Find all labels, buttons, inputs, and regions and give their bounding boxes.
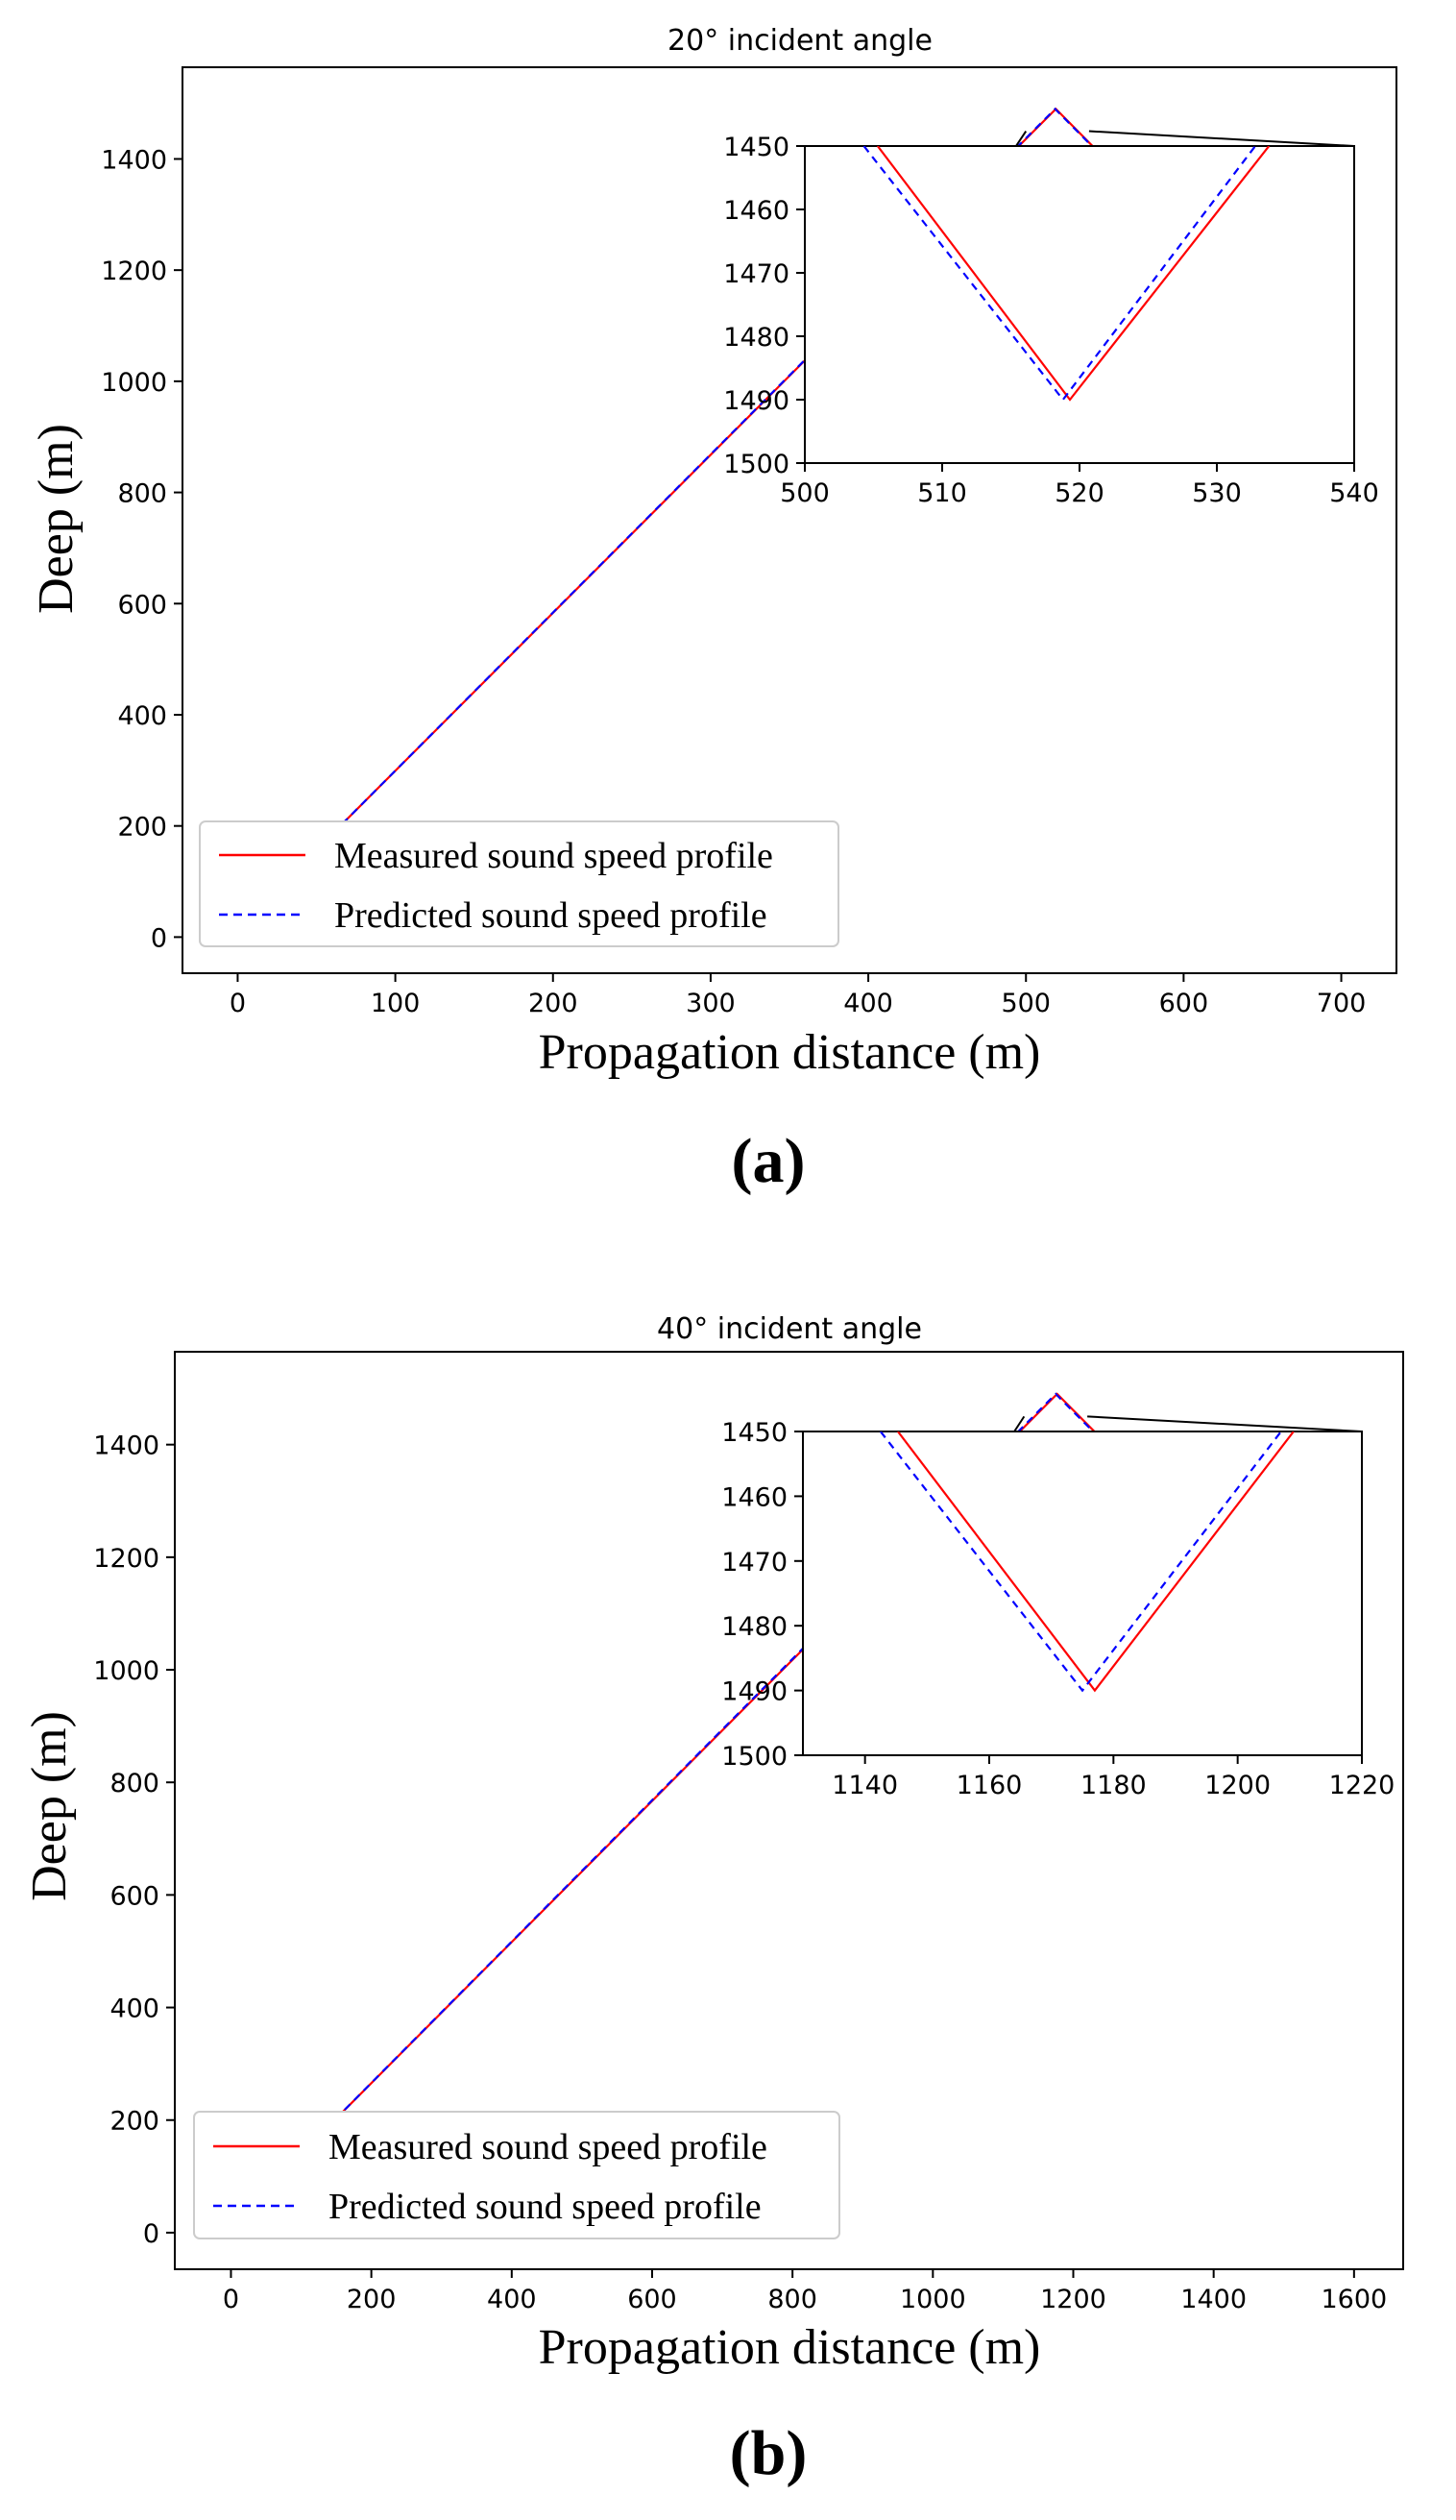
x-tick-label: 400 [843,989,893,1018]
inset-frame [802,1431,1363,1756]
x-tick-label: 1400 [1180,2285,1247,2314]
legend-measured-label: Measured sound speed profile [334,836,773,876]
y-tick-label: 0 [143,2219,159,2249]
chart-title: 40° incident angle [657,1312,922,1346]
x-axis-label: Propagation distance (m) [539,2320,1041,2375]
y-tick-label: 1450 [721,1418,788,1448]
inset-y-axis-ticks: 1450 1460 1470 1480 1490 1500 [723,133,805,479]
y-tick-label: 200 [109,2107,159,2137]
y-tick-label: 1480 [721,1612,788,1642]
panel-label: (b) [730,2418,808,2488]
x-tick-label: 1200 [1204,1771,1271,1800]
y-tick-label: 1500 [723,450,789,479]
x-tick-label: 540 [1329,478,1379,508]
y-tick-label: 1000 [93,1656,159,1686]
y-axis-label: Deep (m) [29,424,84,614]
inset-series-lines [879,1431,1295,1693]
x-tick-label: 600 [1159,989,1209,1018]
x-axis-ticks: 0 100 200 300 400 500 600 700 [230,973,1366,1018]
legend-predicted-label: Predicted sound speed profile [328,2187,762,2227]
x-tick-label: 0 [223,2285,239,2314]
inset-x-axis-ticks: 500 510 520 530 540 [780,463,1379,508]
y-tick-label: 400 [109,1994,159,2024]
y-tick-label: 400 [117,701,167,731]
y-tick-label: 1480 [723,323,789,353]
legend-box [193,2111,840,2239]
y-tick-label: 1450 [723,133,789,162]
y-tick-label: 1460 [721,1482,788,1512]
y-tick-label: 600 [109,1881,159,1911]
x-axis-ticks: 0 200 400 600 800 1000 1200 1400 1600 [223,2269,1387,2314]
x-tick-label: 1000 [900,2285,966,2314]
x-tick-label: 0 [230,989,246,1018]
y-tick-label: 1200 [101,257,167,286]
x-tick-label: 100 [371,989,421,1018]
x-axis-label: Propagation distance (m) [539,1025,1041,1080]
x-tick-label: 1200 [1040,2285,1106,2314]
inset-frame [804,145,1355,464]
x-tick-label: 1180 [1080,1771,1147,1800]
legend-measured-label: Measured sound speed profile [328,2127,767,2167]
panel-b: 40° incident angle 0 200 400 600 800 1000 1200… [22,1312,1404,2488]
inset-x-axis-ticks: 1140 1160 1180 1200 1220 [832,1755,1395,1800]
y-axis-ticks: 0 200 400 600 800 1000 1200 1400 [93,1431,175,2249]
series-line-predicted [879,1431,1282,1693]
y-tick-label: 1460 [723,196,789,226]
y-tick-label: 1200 [93,1544,159,1574]
y-tick-label: 1470 [723,259,789,289]
chart-title: 20° incident angle [667,24,933,58]
legend-box [199,820,839,947]
y-axis-ticks: 0 200 400 600 800 1000 1200 1400 [101,145,182,953]
x-tick-label: 500 [780,478,830,508]
series-line-measured [897,1431,1295,1693]
x-tick-label: 1140 [832,1771,898,1800]
x-tick-label: 200 [528,989,578,1018]
inset-y-axis-ticks: 1450 1460 1470 1480 1490 1500 [721,1418,803,1772]
panel-label: (a) [732,1126,806,1196]
legend: Measured sound speed profile Predicted s… [199,820,839,947]
y-tick-label: 1500 [721,1742,788,1772]
plot-frame [182,66,1397,974]
legend: Measured sound speed profile Predicted s… [193,2111,840,2239]
plot-frame [174,1351,1404,2270]
x-tick-label: 1220 [1329,1771,1395,1800]
y-tick-label: 1490 [723,386,789,416]
x-tick-label: 800 [767,2285,817,2314]
x-tick-label: 700 [1317,989,1367,1018]
x-tick-label: 510 [917,478,967,508]
x-tick-label: 200 [347,2285,397,2314]
zoom-inset: 1450 1460 1470 1480 1490 1500 1140 1160 1180 120… [721,1418,1395,1800]
legend-predicted-label: Predicted sound speed profile [334,895,767,936]
x-tick-label: 520 [1055,478,1104,508]
y-tick-label: 0 [151,923,167,953]
x-tick-label: 500 [1001,989,1051,1018]
x-tick-label: 600 [627,2285,677,2314]
zoom-connector-right [1087,1415,1363,1432]
y-tick-label: 1400 [93,1431,159,1461]
series-line-measured [876,146,1271,402]
x-tick-label: 300 [686,989,736,1018]
y-tick-label: 800 [109,1769,159,1798]
y-tick-label: 200 [117,813,167,843]
zoom-inset: 1450 1460 1470 1480 1490 1500 500 510 520 530 540 [723,133,1378,508]
x-tick-label: 400 [487,2285,537,2314]
zoom-connector-right [1088,130,1355,147]
inset-series-lines [862,146,1271,402]
y-tick-label: 600 [117,590,167,620]
x-tick-label: 530 [1192,478,1242,508]
x-tick-label: 1160 [957,1771,1023,1800]
y-tick-label: 1000 [101,368,167,398]
y-tick-label: 1470 [721,1548,788,1578]
x-tick-label: 1600 [1321,2285,1387,2314]
y-tick-label: 1400 [101,145,167,175]
y-tick-label: 800 [117,479,167,509]
panel-a: 20° incident angle 020040060080010001200… [29,24,1397,1196]
y-tick-label: 1490 [721,1677,788,1707]
y-axis-label: Deep (m) [22,1711,77,1901]
